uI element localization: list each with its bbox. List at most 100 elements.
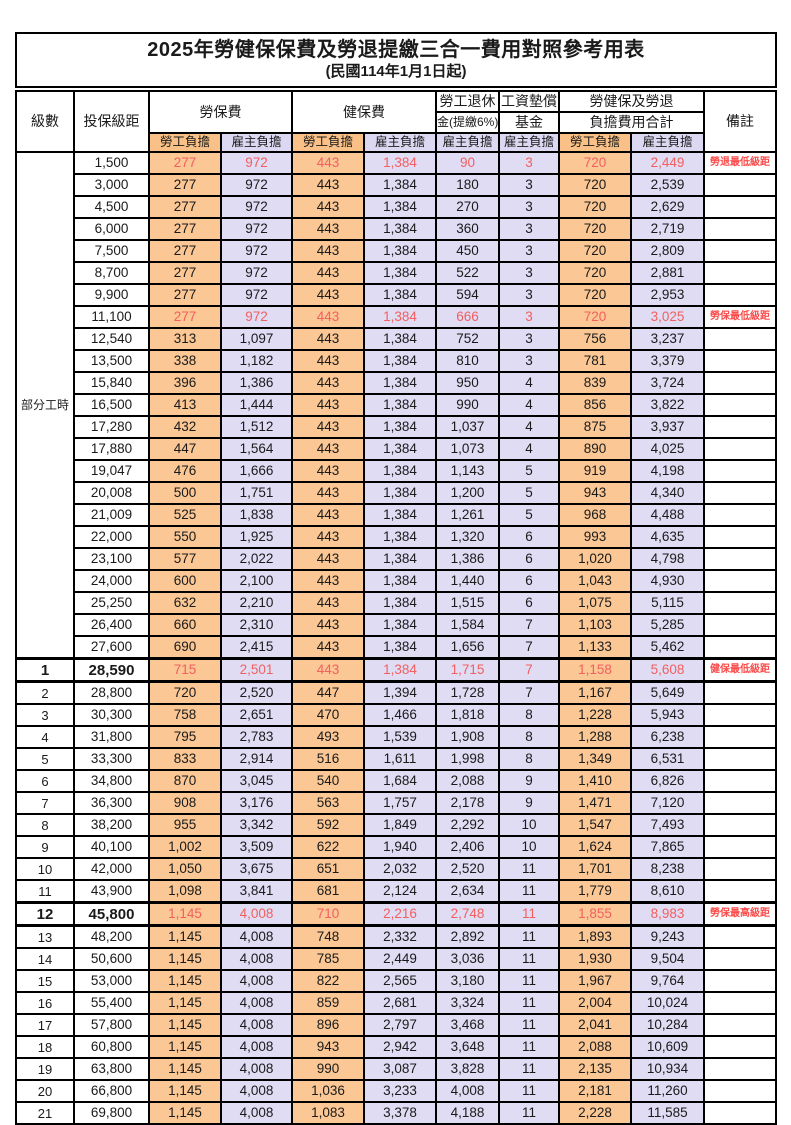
subheader-pension-employer: 雇主負擔 xyxy=(435,132,500,153)
total-employee-cell: 1,967 xyxy=(558,969,632,993)
remark-cell xyxy=(703,969,777,993)
total-employer-cell: 2,809 xyxy=(630,239,705,263)
li-employee-cell: 1,098 xyxy=(148,879,222,904)
li-employee-cell: 525 xyxy=(148,503,222,527)
hi-employee-cell: 443 xyxy=(291,437,365,461)
bracket-cell: 30,300 xyxy=(73,703,150,727)
total-employer-cell: 3,822 xyxy=(630,393,705,417)
remark-cell xyxy=(703,327,777,351)
total-employer-cell: 5,115 xyxy=(630,591,705,615)
level-cell: 1 xyxy=(15,657,75,683)
bracket-cell: 6,000 xyxy=(73,217,150,241)
li-employer-cell: 2,783 xyxy=(220,725,293,749)
hi-employer-cell: 2,942 xyxy=(363,1035,437,1059)
hi-employer-cell: 2,032 xyxy=(363,857,437,881)
hi-employee-cell: 896 xyxy=(291,1013,365,1037)
total-employer-cell: 3,937 xyxy=(630,415,705,439)
table-row: 9,900 277 972 443 1,384 594 3 720 2,953 xyxy=(16,283,777,307)
li-employer-cell: 4,008 xyxy=(220,1101,293,1125)
bracket-cell: 23,100 xyxy=(73,547,150,571)
total-employer-cell: 8,238 xyxy=(630,857,705,881)
li-employer-cell: 4,008 xyxy=(220,1013,293,1037)
total-employer-cell: 3,237 xyxy=(630,327,705,351)
table-row: 1 28,590 715 2,501 443 1,384 1,715 7 1,158 5,608 健… xyxy=(15,657,777,683)
hi-employee-cell: 622 xyxy=(291,835,365,859)
total-employee-cell: 943 xyxy=(558,481,632,505)
bracket-cell: 4,500 xyxy=(73,195,150,219)
total-employee-cell: 720 xyxy=(558,173,632,197)
hi-employee-cell: 443 xyxy=(291,525,365,549)
subheader-li-employer: 雇主負擔 xyxy=(220,132,293,153)
li-employer-cell: 1,666 xyxy=(220,459,293,483)
li-employee-cell: 1,145 xyxy=(148,991,222,1015)
table-row: 21 69,800 1,145 4,008 1,083 3,378 4,188 11 2,228… xyxy=(15,1101,777,1125)
bracket-cell: 15,840 xyxy=(73,371,150,395)
total-employee-cell: 1,075 xyxy=(558,591,632,615)
level-cell: 19 xyxy=(15,1057,75,1081)
li-employer-cell: 2,415 xyxy=(220,635,293,660)
remark-cell xyxy=(703,547,777,571)
hi-employee-cell: 443 xyxy=(291,151,365,175)
li-employer-cell: 2,210 xyxy=(220,591,293,615)
level-cell: 11 xyxy=(15,879,75,904)
bracket-cell: 1,500 xyxy=(73,151,150,175)
level-cell: 5 xyxy=(15,747,75,771)
level-cell: 14 xyxy=(15,947,75,971)
hi-employee-cell: 443 xyxy=(291,195,365,219)
hi-employee-cell: 1,083 xyxy=(291,1101,365,1125)
table-row: 19 63,800 1,145 4,008 990 3,087 3,828 11 2,135 10… xyxy=(15,1057,777,1081)
hi-employer-cell: 1,384 xyxy=(363,591,437,615)
total-employee-cell: 1,893 xyxy=(558,924,632,949)
li-employer-cell: 4,008 xyxy=(220,947,293,971)
hi-employer-cell: 1,384 xyxy=(363,173,437,197)
li-employee-cell: 833 xyxy=(148,747,222,771)
level-cell: 3 xyxy=(15,703,75,727)
hi-employee-cell: 443 xyxy=(291,547,365,571)
bracket-cell: 17,280 xyxy=(73,415,150,439)
pension-employer-cell: 1,998 xyxy=(435,747,500,771)
li-employee-cell: 277 xyxy=(148,261,222,285)
table-row: 3 30,300 758 2,651 470 1,466 1,818 8 1,228 5,943 xyxy=(15,703,777,727)
li-employer-cell: 4,008 xyxy=(220,1035,293,1059)
part-time-group-cell: 部分工時 xyxy=(15,151,75,660)
remark-cell xyxy=(703,173,777,197)
li-employer-cell: 3,841 xyxy=(220,879,293,904)
total-employer-cell: 8,610 xyxy=(630,879,705,904)
li-employer-cell: 972 xyxy=(220,239,293,263)
hi-employer-cell: 1,384 xyxy=(363,283,437,307)
remark-cell xyxy=(703,195,777,219)
pension-employer-cell: 270 xyxy=(435,195,500,219)
hi-employee-cell: 859 xyxy=(291,991,365,1015)
li-employee-cell: 1,145 xyxy=(148,1035,222,1059)
level-cell: 6 xyxy=(15,769,75,793)
total-employee-cell: 2,041 xyxy=(558,1013,632,1037)
li-employee-cell: 577 xyxy=(148,547,222,571)
subheader-total-employee: 勞工負擔 xyxy=(558,132,632,153)
hi-employee-cell: 943 xyxy=(291,1035,365,1059)
hi-employer-cell: 1,384 xyxy=(363,481,437,505)
li-employee-cell: 600 xyxy=(148,569,222,593)
hi-employee-cell: 493 xyxy=(291,725,365,749)
li-employer-cell: 972 xyxy=(220,195,293,219)
table-row: 22,000 550 1,925 443 1,384 1,320 6 993 4,635 xyxy=(16,525,777,549)
bracket-cell: 22,000 xyxy=(73,525,150,549)
table-row: 7,500 277 972 443 1,384 450 3 720 2,809 xyxy=(16,239,777,263)
hi-employee-cell: 540 xyxy=(291,769,365,793)
bracket-cell: 57,800 xyxy=(73,1013,150,1037)
hi-employer-cell: 1,611 xyxy=(363,747,437,771)
fund-employer-cell: 4 xyxy=(498,371,560,395)
table-row: 部分工時 1,500 277 972 443 1,384 90 3 720 2,449 勞退最低級距 xyxy=(15,151,777,660)
table-row: 24,000 600 2,100 443 1,384 1,440 6 1,043 4,930 xyxy=(16,569,777,593)
li-employee-cell: 277 xyxy=(148,151,222,175)
table-row: 8,700 277 972 443 1,384 522 3 720 2,881 xyxy=(16,261,777,285)
total-employer-cell: 6,826 xyxy=(630,769,705,793)
li-employer-cell: 972 xyxy=(220,151,293,175)
pension-employer-cell: 1,200 xyxy=(435,481,500,505)
hi-employer-cell: 1,384 xyxy=(363,415,437,439)
table-row: 15,840 396 1,386 443 1,384 950 4 839 3,724 xyxy=(16,371,777,395)
li-employee-cell: 1,145 xyxy=(148,1057,222,1081)
pension-employer-cell: 3,324 xyxy=(435,991,500,1015)
li-employee-cell: 955 xyxy=(148,813,222,837)
hi-employee-cell: 443 xyxy=(291,393,365,417)
total-employer-cell: 7,493 xyxy=(630,813,705,837)
